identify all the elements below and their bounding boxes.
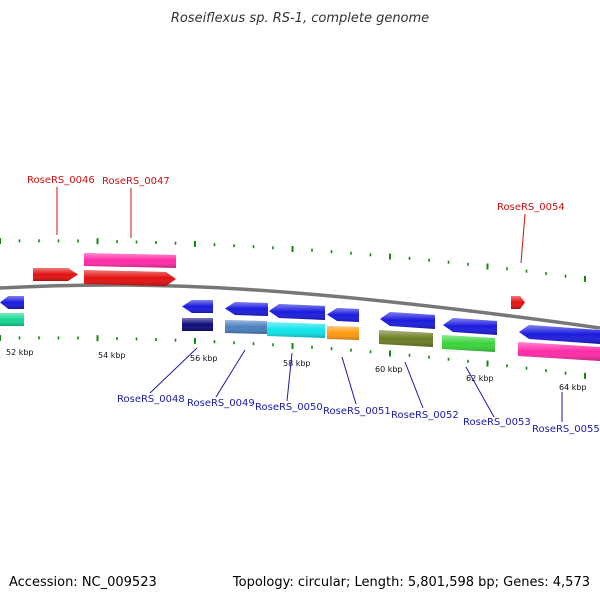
scale-label-64kbp: 64 kbp: [559, 383, 587, 392]
topology-label: Topology: circular; Length: 5,801,598 bp…: [232, 575, 590, 590]
accession-label: Accession: NC_009523: [9, 575, 157, 590]
gene-shading: [379, 330, 433, 347]
reverse-gene-labels: RoseRS_0048 RoseRS_0049 RoseRS_0050 Rose…: [117, 347, 600, 435]
genome-backbone: [0, 283, 600, 330]
gene-shading: [84, 270, 176, 286]
gene-label-RoseRS_0047[interactable]: RoseRS_0047: [102, 176, 170, 187]
gene-shading: [327, 308, 359, 322]
gene-shading: [33, 268, 78, 281]
scale-label-56kbp: 56 kbp: [190, 354, 218, 363]
gene-shading: [0, 313, 24, 326]
gene-shading: [269, 304, 325, 320]
gene-shading: [84, 253, 176, 268]
gene-label-RoseRS_0053[interactable]: RoseRS_0053: [463, 417, 531, 428]
inner-tick-row: [0, 335, 586, 379]
gene-shading: [511, 296, 525, 309]
gene-shading: [225, 320, 267, 334]
gene-label-RoseRS_0051[interactable]: RoseRS_0051: [323, 406, 391, 417]
gene-label-RoseRS_0052[interactable]: RoseRS_0052: [391, 410, 459, 421]
scale-label-52kbp: 52 kbp: [6, 348, 34, 357]
map-title: Roseiflexus sp. RS-1, complete genome: [171, 11, 429, 26]
gene-shading: [380, 312, 435, 329]
gene-shading: [0, 296, 24, 309]
gene-shading: [225, 302, 268, 316]
gene-shading: [327, 326, 359, 340]
gene-shading: [443, 318, 497, 335]
gene-label-RoseRS_0050[interactable]: RoseRS_0050: [255, 402, 323, 413]
gene-features: [0, 253, 600, 361]
gene-label-RoseRS_0049[interactable]: RoseRS_0049: [187, 398, 255, 409]
gene-label-RoseRS_0054[interactable]: RoseRS_0054: [497, 202, 565, 213]
gene-shading: [182, 318, 213, 331]
gene-label-RoseRS_0046[interactable]: RoseRS_0046: [27, 175, 95, 186]
gene-shading: [518, 342, 600, 361]
scale-label-60kbp: 60 kbp: [375, 365, 403, 374]
scale-label-54kbp: 54 kbp: [98, 351, 126, 360]
gene-shading: [442, 335, 495, 352]
gene-label-RoseRS_0055[interactable]: RoseRS_0055: [532, 424, 600, 435]
scale-label-62kbp: 62 kbp: [466, 374, 494, 383]
gene-label-RoseRS_0048[interactable]: RoseRS_0048: [117, 394, 185, 405]
gene-shading: [519, 325, 600, 344]
gene-shading: [267, 322, 325, 338]
outer-tick-row: [0, 238, 586, 282]
gene-shading: [182, 300, 213, 313]
scale-labels: 52 kbp 54 kbp 56 kbp 58 kbp 60 kbp 62 kb…: [6, 348, 587, 392]
forward-gene-labels: RoseRS_0046 RoseRS_0047 RoseRS_0054: [27, 175, 565, 264]
scale-label-58kbp: 58 kbp: [283, 359, 311, 368]
